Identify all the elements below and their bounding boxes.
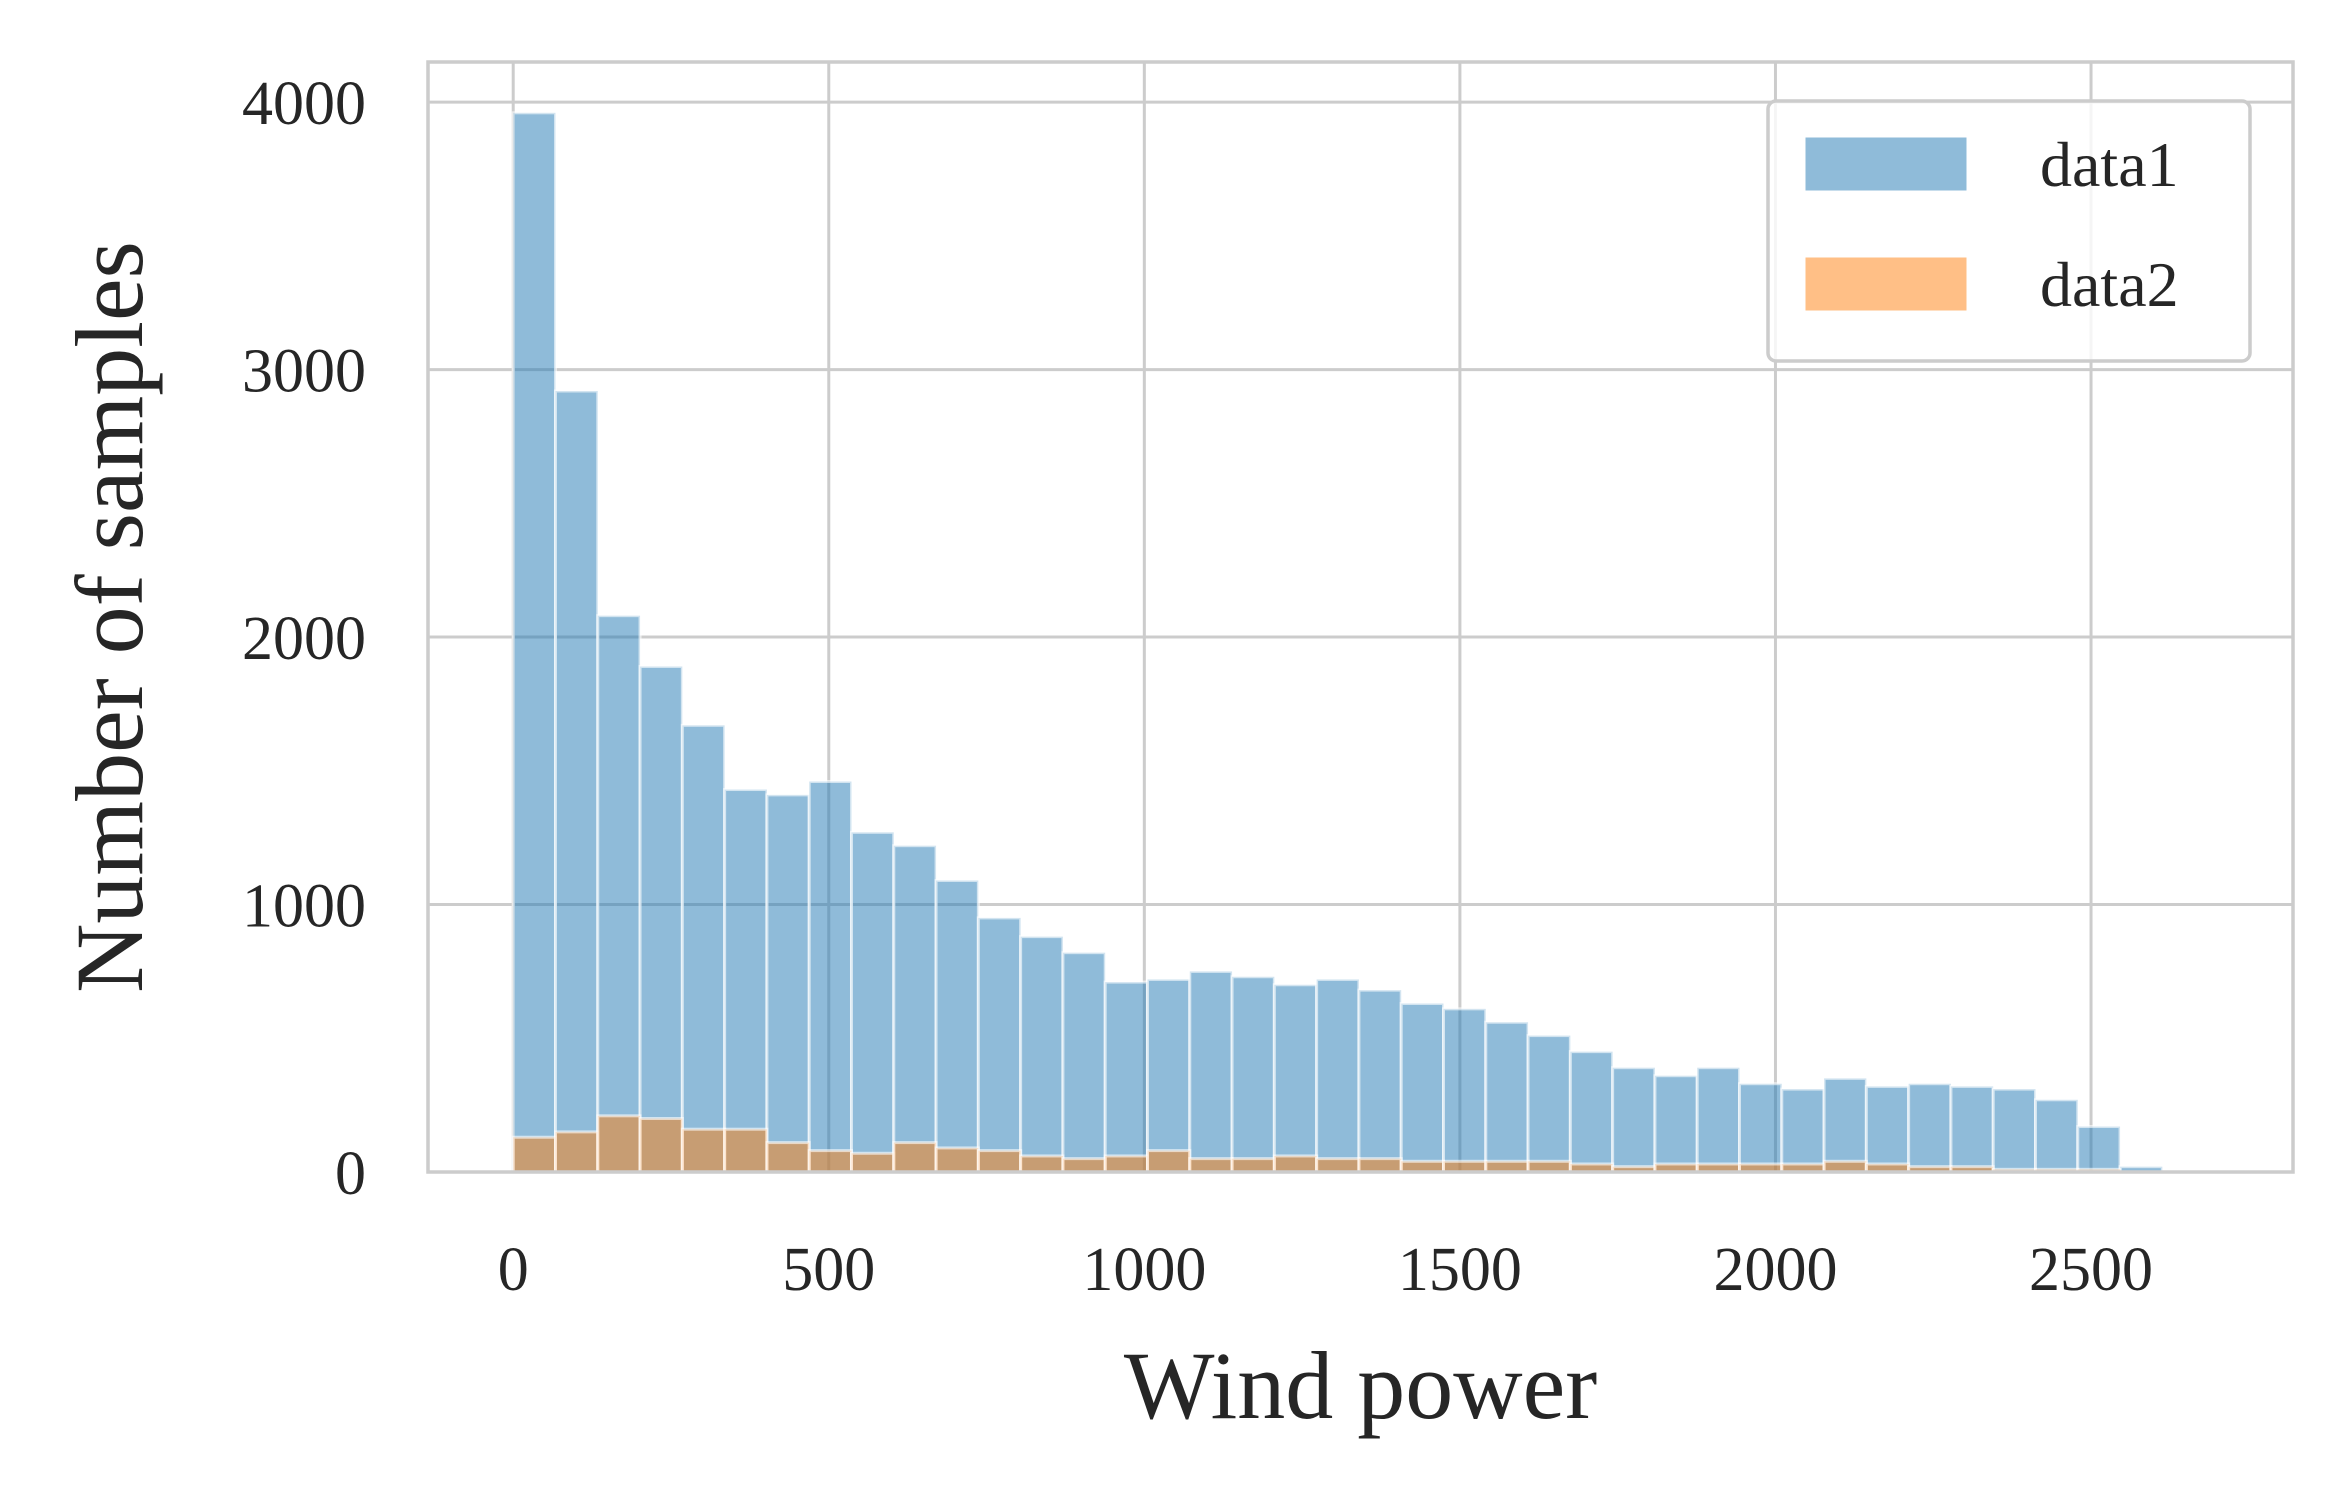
bar-data1	[1568, 1050, 1615, 1174]
x-tick-label: 2000	[1713, 1236, 1837, 1304]
bar-data2	[680, 1127, 727, 1174]
bar-data1	[1103, 980, 1149, 1174]
bar-data1	[2033, 1098, 2080, 1174]
bar-data2	[1230, 1157, 1276, 1174]
bar-data2	[723, 1127, 769, 1174]
y-tick-label: 2000	[242, 605, 366, 673]
bar-data1	[1357, 988, 1403, 1174]
bar-data1	[1737, 1082, 1784, 1174]
bar-data2	[1315, 1157, 1361, 1174]
bar-data1	[807, 779, 853, 1174]
bar-data2	[1145, 1149, 1192, 1174]
bar-data1	[1822, 1076, 1868, 1174]
bar-data1	[1907, 1082, 1953, 1174]
bar-data2	[1103, 1154, 1149, 1174]
bar-data2	[1019, 1154, 1065, 1174]
bar-data2	[849, 1151, 896, 1174]
legend-label-data2: data2	[2040, 249, 2179, 320]
bar-data2	[892, 1141, 938, 1174]
bar-data1	[892, 844, 938, 1174]
bar-data1	[1653, 1074, 1699, 1174]
y-axis-label: Number of samples	[56, 241, 163, 993]
bar-data1	[1526, 1034, 1572, 1174]
x-axis-label: Wind power	[1124, 1332, 1597, 1439]
bar-data1	[596, 614, 642, 1174]
bar-data1	[1315, 977, 1361, 1174]
bar-data1	[1695, 1066, 1741, 1174]
bar-data2	[1188, 1157, 1234, 1174]
bar-data2	[596, 1114, 642, 1174]
y-tick-label: 4000	[242, 70, 366, 138]
bar-data1	[1188, 969, 1234, 1174]
bar-data1	[1484, 1020, 1530, 1174]
bar-data1	[1949, 1084, 1995, 1174]
legend-swatch-data2	[1802, 254, 1970, 314]
bar-data2	[976, 1149, 1023, 1174]
bar-data2	[807, 1149, 853, 1174]
y-tick-label: 0	[335, 1140, 366, 1208]
tick-labels: 0 500 1000 1500 2000 2500 0 1000 2000 3000 4000	[242, 70, 2153, 1304]
legend: data1 data2	[1766, 99, 2252, 363]
bars	[511, 111, 2164, 1174]
x-tick-label: 1000	[1082, 1236, 1206, 1304]
bar-data1	[723, 788, 769, 1174]
x-tick-label: 0	[498, 1236, 529, 1304]
bar-data1	[976, 916, 1023, 1174]
x-tick-label: 2500	[2029, 1236, 2153, 1304]
bar-data2	[553, 1130, 600, 1174]
bar-data1	[1864, 1084, 1911, 1174]
bar-data2	[1357, 1157, 1403, 1174]
bar-data2	[638, 1117, 684, 1174]
bar-data1	[1399, 1001, 1445, 1174]
bar-data1	[1780, 1087, 1826, 1174]
bar-data1	[511, 111, 557, 1174]
bar-data1	[553, 389, 600, 1174]
bar-data1	[2076, 1125, 2122, 1174]
bar-data1	[1611, 1066, 1657, 1174]
bar-data1	[1441, 1007, 1488, 1174]
bar-data1	[1061, 951, 1107, 1174]
bar-data2	[765, 1141, 811, 1174]
bar-data1	[765, 793, 811, 1174]
bar-data2	[934, 1146, 980, 1174]
bar-data1	[849, 830, 896, 1174]
legend-label-data1: data1	[2040, 129, 2179, 200]
bar-data1	[1145, 977, 1192, 1174]
bar-data1	[1230, 975, 1276, 1174]
legend-swatch-data1	[1802, 134, 1970, 194]
bar-data2	[1061, 1157, 1107, 1174]
plot-frame	[426, 60, 2295, 1174]
x-tick-label: 500	[782, 1236, 875, 1304]
bar-data2	[1272, 1154, 1319, 1174]
x-tick-label: 1500	[1398, 1236, 1522, 1304]
bar-data1	[1991, 1087, 2037, 1174]
bar-data2	[511, 1135, 557, 1174]
bar-data1	[934, 878, 980, 1174]
bar-data1	[1272, 983, 1319, 1174]
y-tick-label: 3000	[242, 338, 366, 406]
bar-data1	[1019, 935, 1065, 1174]
bar-data1	[680, 723, 727, 1174]
y-tick-label: 1000	[242, 873, 366, 941]
bar-data1	[638, 664, 684, 1174]
